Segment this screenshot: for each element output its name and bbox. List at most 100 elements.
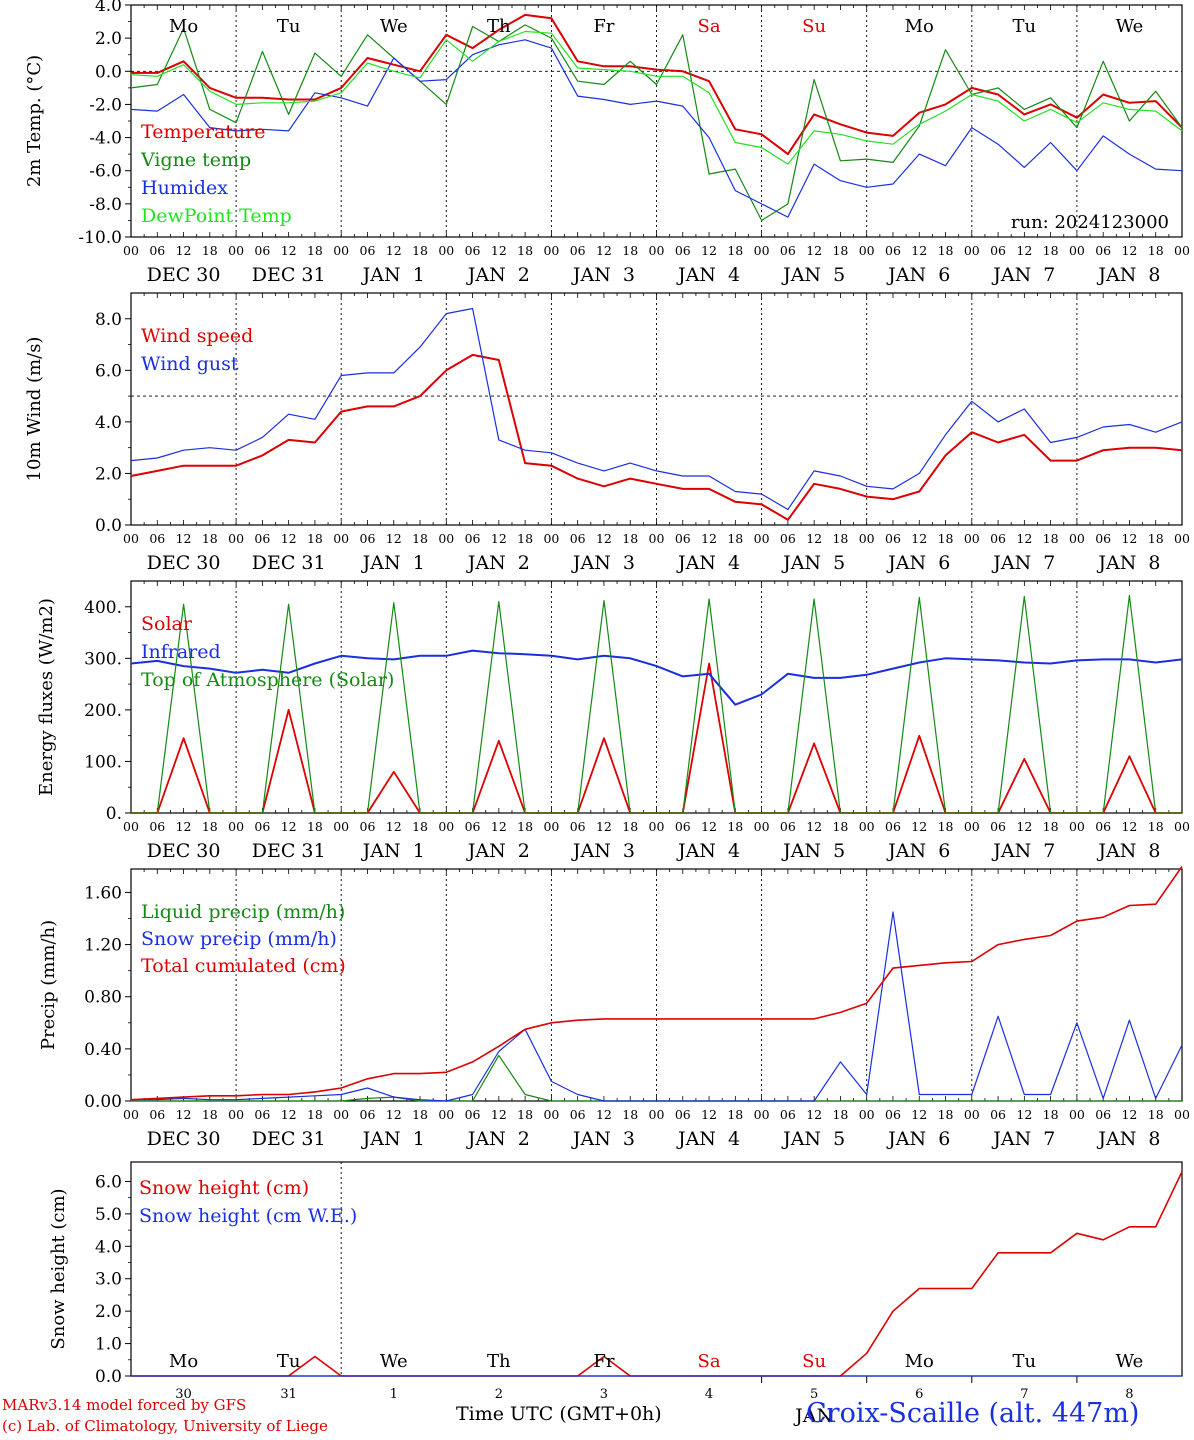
y-tick-label: -8.0 (89, 195, 122, 215)
hour-tick-label: 18 (938, 1107, 954, 1122)
date-label: JAN 8 (1096, 552, 1160, 574)
lab-credit: (c) Lab. of Climatology, University of L… (2, 1417, 328, 1435)
panel-2: 00 06 12 18 00 06 12 18 00 06 12 18 00 06 12 18 00 06 12 18… (24, 292, 1190, 574)
hour-tick-label: 12 (1121, 243, 1137, 258)
hour-tick-label: 18 (517, 819, 533, 834)
hour-tick-label: 12 (806, 1107, 822, 1122)
hour-tick-label: 12 (596, 819, 612, 834)
y-tick-label: 2.0 (95, 1302, 122, 1322)
hour-tick-label: 18 (412, 1107, 428, 1122)
date-label: JAN 4 (676, 552, 740, 574)
series-line-1 (131, 1171, 1183, 1377)
hour-tick-label: 12 (911, 243, 927, 258)
hour-tick-label: 12 (491, 819, 507, 834)
hour-tick-label: 06 (990, 819, 1006, 834)
weekday-label: Th (487, 16, 511, 37)
hour-tick-label: 12 (701, 243, 717, 258)
series-line-3 (130, 39, 1183, 218)
hour-tick-label: 06 (675, 243, 691, 258)
date-label: DEC 31 (252, 264, 326, 286)
hour-tick-label: 00 (754, 243, 770, 258)
hour-tick-label: 06 (885, 531, 901, 546)
date-label: JAN 8 (1096, 840, 1160, 862)
hour-tick-label: 00 (543, 531, 559, 546)
y-axis-label: Energy fluxes (W/m2) (36, 598, 57, 796)
hour-tick-label: 18 (1148, 1107, 1164, 1122)
hour-tick-label: 18 (1148, 819, 1164, 834)
date-label: JAN 2 (466, 840, 530, 862)
hour-tick-label: 18 (517, 531, 533, 546)
hour-tick-label: 00 (1174, 1107, 1190, 1122)
date-label: JAN 6 (886, 552, 950, 574)
series-line-1 (130, 353, 1183, 521)
hour-tick-label: 12 (491, 531, 507, 546)
hour-tick-label: 06 (360, 531, 376, 546)
hour-tick-label: 18 (938, 819, 954, 834)
date-label: JAN 3 (571, 552, 635, 574)
y-tick-label: 0. (106, 804, 122, 824)
hour-tick-label: 00 (543, 1107, 559, 1122)
date-label: JAN 7 (991, 264, 1055, 286)
y-tick-label: -10.0 (78, 228, 122, 248)
hour-tick-label: 18 (307, 1107, 323, 1122)
hour-tick-label: 00 (754, 819, 770, 834)
hour-tick-label: 00 (228, 819, 244, 834)
date-label: JAN 8 (1096, 1128, 1160, 1150)
hour-tick-label: 00 (649, 1107, 665, 1122)
y-tick-label: 3.0 (95, 1270, 122, 1290)
hour-tick-label: 12 (1121, 819, 1137, 834)
hour-tick-label: 00 (754, 1107, 770, 1122)
y-tick-label: 8.0 (95, 310, 122, 330)
legend-entry: Wind speed (141, 325, 253, 347)
date-label: JAN 1 (361, 264, 425, 286)
y-tick-label: 5.0 (95, 1205, 122, 1225)
hour-tick-label: 12 (1016, 243, 1032, 258)
date-label: JAN 2 (466, 552, 530, 574)
date-label: JAN 6 (886, 264, 950, 286)
weekday-label: Sa (698, 1351, 721, 1372)
hour-tick-label: 00 (438, 531, 454, 546)
day-number-label: 2 (495, 1387, 503, 1402)
y-tick-label: 6.0 (95, 361, 122, 381)
hour-tick-label: 00 (438, 243, 454, 258)
hour-tick-label: 12 (386, 819, 402, 834)
y-tick-label: 2.0 (95, 464, 122, 484)
hour-tick-label: 06 (570, 1107, 586, 1122)
hour-tick-label: 00 (543, 819, 559, 834)
hour-tick-label: 00 (1174, 243, 1190, 258)
hour-tick-label: 00 (964, 819, 980, 834)
day-number-label: 7 (1020, 1387, 1028, 1402)
hour-tick-label: 18 (517, 1107, 533, 1122)
date-label: DEC 31 (252, 840, 326, 862)
y-tick-label: 100. (84, 752, 122, 772)
legend-entry: Solar (141, 613, 193, 635)
hour-tick-label: 00 (1174, 819, 1190, 834)
hour-tick-label: 18 (202, 243, 218, 258)
panel-4: 00 06 12 18 00 06 12 18 00 06 12 18 00 06 12 18 00 06 12 18… (38, 865, 1190, 1150)
hour-tick-label: 18 (1043, 531, 1059, 546)
date-label: JAN 5 (781, 1128, 845, 1150)
legend-entry: Temperature (141, 121, 265, 143)
date-label: JAN 7 (991, 1128, 1055, 1150)
hour-tick-label: 06 (1095, 1107, 1111, 1122)
hour-tick-label: 06 (780, 819, 796, 834)
legend-entry: Liquid precip (mm/h) (141, 901, 345, 923)
hour-tick-label: 12 (491, 1107, 507, 1122)
hour-tick-label: 18 (202, 1107, 218, 1122)
hour-tick-label: 00 (123, 243, 139, 258)
hour-tick-label: 18 (1043, 243, 1059, 258)
hour-tick-label: 06 (990, 531, 1006, 546)
hour-tick-label: 06 (149, 531, 165, 546)
weekday-label: Sa (698, 16, 721, 37)
weekday-label: Mo (905, 16, 934, 37)
y-tick-label: 0.0 (95, 1367, 122, 1387)
panel-5: 6.0 5.0 4.0 3.0 2.0 1.0 0.0 Snow height (cm) Sno… (48, 1161, 1183, 1427)
hour-tick-label: 06 (465, 243, 481, 258)
date-label: JAN 1 (361, 552, 425, 574)
hour-tick-label: 12 (1121, 1107, 1137, 1122)
date-label: DEC 30 (147, 840, 221, 862)
hour-tick-label: 06 (885, 243, 901, 258)
hour-tick-label: 12 (701, 531, 717, 546)
hour-tick-label: 12 (701, 819, 717, 834)
y-tick-label: -6.0 (89, 162, 122, 182)
